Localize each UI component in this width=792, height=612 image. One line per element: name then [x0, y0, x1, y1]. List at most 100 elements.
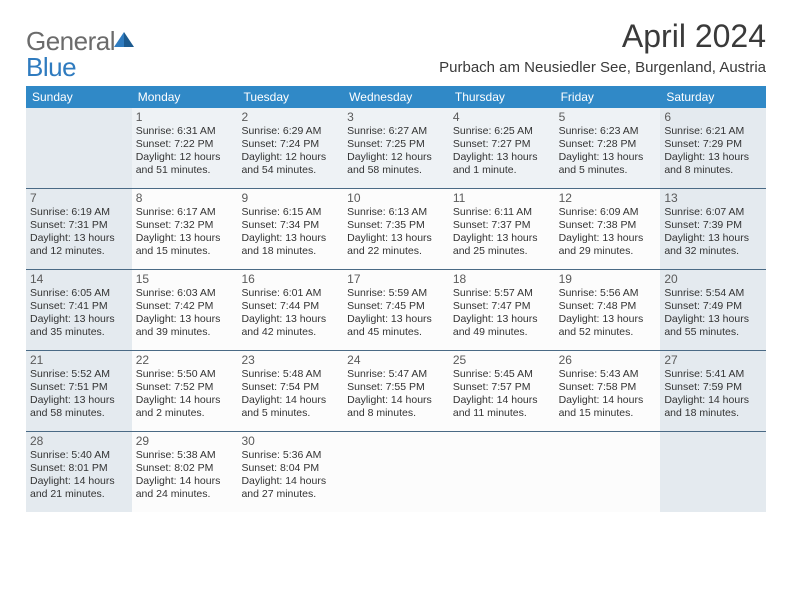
day-info-line: Sunrise: 6:15 AM [241, 206, 339, 219]
day-info-line: and 42 minutes. [241, 326, 339, 339]
day-info-line: Daylight: 13 hours [453, 151, 551, 164]
day-cell-28: 28Sunrise: 5:40 AMSunset: 8:01 PMDayligh… [26, 432, 132, 512]
day-cell-24: 24Sunrise: 5:47 AMSunset: 7:55 PMDayligh… [343, 351, 449, 431]
day-number: 24 [347, 353, 445, 367]
day-info-line: Sunrise: 6:13 AM [347, 206, 445, 219]
day-cell-7: 7Sunrise: 6:19 AMSunset: 7:31 PMDaylight… [26, 189, 132, 269]
day-info-line: and 1 minute. [453, 164, 551, 177]
day-cell-30: 30Sunrise: 5:36 AMSunset: 8:04 PMDayligh… [237, 432, 343, 512]
day-number: 11 [453, 191, 551, 205]
day-number: 15 [136, 272, 234, 286]
day-info-line: Daylight: 14 hours [241, 394, 339, 407]
day-number: 3 [347, 110, 445, 124]
day-number: 4 [453, 110, 551, 124]
day-cell-5: 5Sunrise: 6:23 AMSunset: 7:28 PMDaylight… [555, 108, 661, 188]
day-number: 28 [30, 434, 128, 448]
day-info-line: Daylight: 13 hours [347, 313, 445, 326]
day-info-line: and 12 minutes. [30, 245, 128, 258]
day-info-line: and 15 minutes. [136, 245, 234, 258]
logo-triangle-icon [113, 29, 135, 54]
day-cell-2: 2Sunrise: 6:29 AMSunset: 7:24 PMDaylight… [237, 108, 343, 188]
day-headers-row: SundayMondayTuesdayWednesdayThursdayFrid… [26, 86, 766, 108]
day-info-line: Sunset: 7:52 PM [136, 381, 234, 394]
day-info-line: and 58 minutes. [347, 164, 445, 177]
day-cell-12: 12Sunrise: 6:09 AMSunset: 7:38 PMDayligh… [555, 189, 661, 269]
day-cell-29: 29Sunrise: 5:38 AMSunset: 8:02 PMDayligh… [132, 432, 238, 512]
day-info-line: Sunset: 7:38 PM [559, 219, 657, 232]
day-info-line: Sunset: 7:45 PM [347, 300, 445, 313]
day-info-line: Sunrise: 6:03 AM [136, 287, 234, 300]
day-info-line: Daylight: 13 hours [30, 394, 128, 407]
day-cell-3: 3Sunrise: 6:27 AMSunset: 7:25 PMDaylight… [343, 108, 449, 188]
day-info-line: Daylight: 13 hours [347, 232, 445, 245]
day-cell-13: 13Sunrise: 6:07 AMSunset: 7:39 PMDayligh… [660, 189, 766, 269]
day-info-line: Sunrise: 5:54 AM [664, 287, 762, 300]
day-info-line: and 45 minutes. [347, 326, 445, 339]
day-info-line: Daylight: 13 hours [136, 232, 234, 245]
day-info-line: Sunrise: 5:40 AM [30, 449, 128, 462]
day-header-monday: Monday [132, 86, 238, 108]
day-number: 18 [453, 272, 551, 286]
day-info-line: Daylight: 12 hours [347, 151, 445, 164]
day-cell-17: 17Sunrise: 5:59 AMSunset: 7:45 PMDayligh… [343, 270, 449, 350]
day-info-line: Daylight: 13 hours [664, 313, 762, 326]
day-info-line: Sunset: 7:24 PM [241, 138, 339, 151]
day-info-line: Sunset: 8:02 PM [136, 462, 234, 475]
week-row: 21Sunrise: 5:52 AMSunset: 7:51 PMDayligh… [26, 350, 766, 431]
day-info-line: and 27 minutes. [241, 488, 339, 501]
day-info-line: Daylight: 13 hours [453, 232, 551, 245]
day-info-line: Sunset: 7:39 PM [664, 219, 762, 232]
day-info-line: Sunset: 7:32 PM [136, 219, 234, 232]
day-number: 20 [664, 272, 762, 286]
day-info-line: Sunrise: 5:57 AM [453, 287, 551, 300]
day-number: 9 [241, 191, 339, 205]
day-cell-8: 8Sunrise: 6:17 AMSunset: 7:32 PMDaylight… [132, 189, 238, 269]
day-info-line: Daylight: 14 hours [559, 394, 657, 407]
day-info-line: Sunrise: 5:36 AM [241, 449, 339, 462]
day-info-line: Daylight: 14 hours [136, 394, 234, 407]
day-info-line: Sunset: 7:42 PM [136, 300, 234, 313]
day-number: 23 [241, 353, 339, 367]
day-info-line: Daylight: 14 hours [664, 394, 762, 407]
day-info-line: Sunrise: 5:47 AM [347, 368, 445, 381]
week-row: 7Sunrise: 6:19 AMSunset: 7:31 PMDaylight… [26, 188, 766, 269]
day-info-line: and 29 minutes. [559, 245, 657, 258]
day-cell-empty [660, 432, 766, 512]
day-header-wednesday: Wednesday [343, 86, 449, 108]
day-cell-14: 14Sunrise: 6:05 AMSunset: 7:41 PMDayligh… [26, 270, 132, 350]
day-number: 8 [136, 191, 234, 205]
day-number: 12 [559, 191, 657, 205]
day-info-line: and 51 minutes. [136, 164, 234, 177]
day-info-line: Daylight: 13 hours [559, 313, 657, 326]
day-info-line: Sunset: 7:28 PM [559, 138, 657, 151]
day-cell-9: 9Sunrise: 6:15 AMSunset: 7:34 PMDaylight… [237, 189, 343, 269]
day-cell-18: 18Sunrise: 5:57 AMSunset: 7:47 PMDayligh… [449, 270, 555, 350]
day-info-line: Sunrise: 6:23 AM [559, 125, 657, 138]
day-info-line: Daylight: 14 hours [30, 475, 128, 488]
day-info-line: Sunset: 7:44 PM [241, 300, 339, 313]
day-number: 29 [136, 434, 234, 448]
day-info-line: and 55 minutes. [664, 326, 762, 339]
day-cell-6: 6Sunrise: 6:21 AMSunset: 7:29 PMDaylight… [660, 108, 766, 188]
day-number: 27 [664, 353, 762, 367]
calendar: SundayMondayTuesdayWednesdayThursdayFrid… [26, 86, 766, 512]
day-cell-25: 25Sunrise: 5:45 AMSunset: 7:57 PMDayligh… [449, 351, 555, 431]
day-number: 2 [241, 110, 339, 124]
day-info-line: Daylight: 14 hours [241, 475, 339, 488]
day-info-line: Daylight: 13 hours [136, 313, 234, 326]
location: Purbach am Neusiedler See, Burgenland, A… [439, 59, 766, 76]
day-info-line: Sunset: 7:22 PM [136, 138, 234, 151]
day-info-line: Sunrise: 5:50 AM [136, 368, 234, 381]
day-info-line: and 39 minutes. [136, 326, 234, 339]
day-info-line: Daylight: 13 hours [559, 232, 657, 245]
day-info-line: and 24 minutes. [136, 488, 234, 501]
day-info-line: Sunset: 7:48 PM [559, 300, 657, 313]
day-cell-26: 26Sunrise: 5:43 AMSunset: 7:58 PMDayligh… [555, 351, 661, 431]
month-title: April 2024 [439, 18, 766, 55]
day-info-line: Sunrise: 5:43 AM [559, 368, 657, 381]
day-number: 25 [453, 353, 551, 367]
day-info-line: Sunset: 7:34 PM [241, 219, 339, 232]
day-cell-1: 1Sunrise: 6:31 AMSunset: 7:22 PMDaylight… [132, 108, 238, 188]
day-info-line: and 2 minutes. [136, 407, 234, 420]
logo-text-blue: Blue [26, 52, 76, 82]
